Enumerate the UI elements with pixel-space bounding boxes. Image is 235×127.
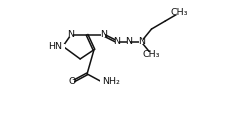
Bar	[115, 39, 119, 44]
Text: HN: HN	[48, 42, 62, 51]
Text: N: N	[138, 37, 145, 46]
Text: N: N	[100, 30, 107, 39]
Text: N: N	[114, 37, 121, 46]
Text: N: N	[67, 30, 74, 39]
Bar	[60, 44, 65, 49]
Text: CH₃: CH₃	[143, 50, 160, 59]
Bar	[102, 33, 105, 37]
Text: CH₃: CH₃	[170, 8, 188, 17]
Bar	[139, 39, 143, 44]
Bar	[69, 33, 73, 37]
Text: NH₂: NH₂	[103, 77, 121, 86]
Text: N: N	[125, 37, 132, 46]
Bar	[70, 80, 74, 84]
Bar	[148, 52, 155, 57]
Text: O: O	[68, 77, 76, 86]
Bar	[127, 39, 130, 44]
Bar	[176, 11, 182, 15]
Bar	[100, 80, 106, 84]
